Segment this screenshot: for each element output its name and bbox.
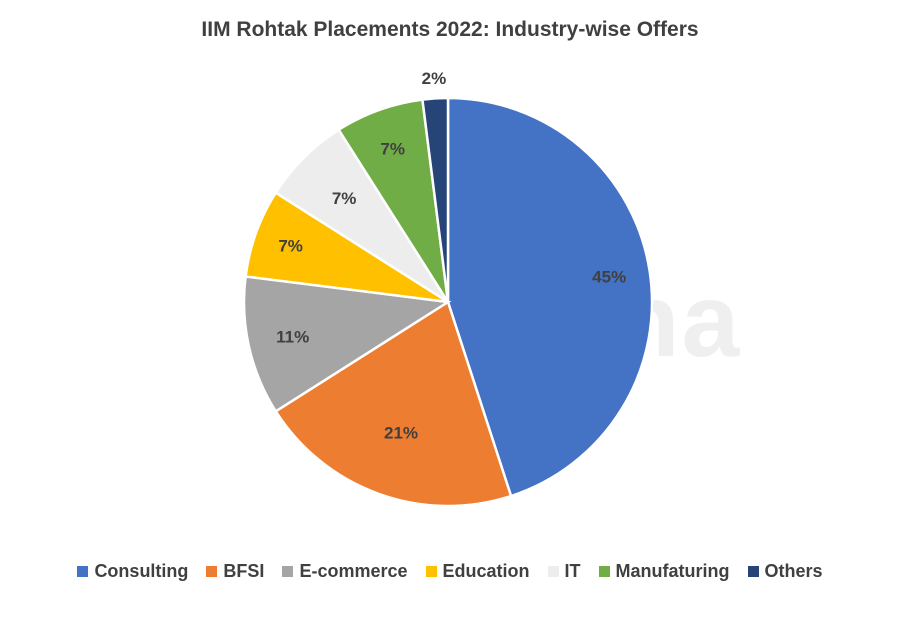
legend-label: IT: [564, 561, 581, 581]
legend-label: E-commerce: [299, 561, 408, 581]
pie-chart: 45% 21% 11% 7% 7% 7% 2%: [242, 69, 654, 508]
legend-label: Education: [442, 561, 530, 581]
chart-legend: Consulting BFSI E-commerce Education IT Manuf…: [0, 561, 900, 582]
data-label-consulting: 45%: [592, 267, 626, 286]
legend-swatch-icon: [77, 566, 89, 577]
legend-swatch-icon: [425, 566, 437, 577]
legend-item-others: Others: [747, 561, 823, 582]
legend-label: Manufaturing: [615, 561, 730, 581]
legend-swatch-icon: [598, 566, 610, 577]
legend-swatch-icon: [206, 566, 218, 577]
legend-item-consulting: Consulting: [77, 561, 188, 582]
legend-swatch-icon: [282, 566, 294, 577]
legend-item-manufaturing: Manufaturing: [598, 561, 730, 582]
legend-swatch-icon: [547, 566, 559, 577]
data-label-e-commerce: 11%: [276, 328, 309, 347]
data-label-it: 7%: [332, 189, 357, 208]
pie-slice-others: [421, 96, 450, 303]
legend-item-e-commerce: E-commerce: [282, 561, 408, 582]
legend-label: BFSI: [223, 561, 265, 581]
legend-item-it: IT: [547, 561, 581, 582]
pie-slice-bfsi: [274, 300, 513, 508]
data-label-education: 7%: [278, 236, 303, 255]
data-label-others: 2%: [422, 69, 447, 88]
chart-title: IIM Rohtak Placements 2022: Industry-wis…: [201, 18, 699, 41]
data-label-manufaturing: 7%: [380, 139, 405, 158]
legend-swatch-icon: [747, 566, 759, 577]
pie-slice-e-commerce: [242, 275, 452, 414]
legend-label: Consulting: [94, 561, 189, 581]
data-label-bfsi: 21%: [384, 424, 418, 443]
legend-item-education: Education: [425, 561, 530, 582]
pie-slice-consulting: [446, 96, 654, 498]
legend-label: Others: [764, 561, 823, 581]
legend-item-bfsi: BFSI: [206, 561, 264, 582]
